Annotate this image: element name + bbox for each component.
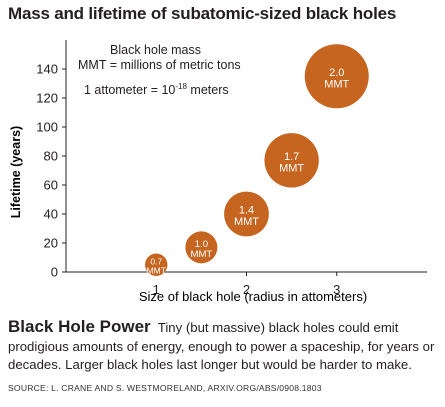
bubble-mass-unit: MMT <box>234 216 259 228</box>
y-tick-label: 100 <box>36 120 58 135</box>
y-tick-label: 60 <box>44 178 58 193</box>
bubble-mass-unit: MMT <box>190 249 212 260</box>
bubble-mass-value: 1.0 <box>195 239 208 250</box>
y-axis-label: Lifetime (years) <box>9 126 23 218</box>
source-credit: SOURCE: L. CRANE AND S. WESTMORELAND, AR… <box>8 383 322 393</box>
legend-attometer-definition: 1 attometer = 10-18 meters <box>84 82 229 97</box>
bubble-mass-value: 1.7 <box>284 151 299 163</box>
y-tick-label: 80 <box>44 149 58 164</box>
bubble-mass-value: 0.7 <box>150 256 162 266</box>
caption-body: Tiny (but massive) black holes could emi… <box>8 320 435 372</box>
y-tick-label: 0 <box>51 265 58 280</box>
chart-title: Mass and lifetime of subatomic-sized bla… <box>8 4 397 23</box>
y-tick-label: 120 <box>36 91 58 106</box>
bubble <box>264 133 319 188</box>
caption-heading: Black Hole Power <box>8 317 151 336</box>
x-tick-label: 1 <box>153 282 160 297</box>
bubble-mass-value: 1.4 <box>239 205 254 217</box>
y-tick-label: 20 <box>44 236 58 251</box>
x-axis-label: Size of black hole (radius in attometers… <box>139 289 367 304</box>
bubble-mass-unit: MMT <box>324 78 349 90</box>
caption: Black Hole Power Tiny (but massive) blac… <box>8 317 438 375</box>
x-tick-label: 3 <box>333 282 340 297</box>
bubble-mass-unit: MMT <box>147 265 166 275</box>
attometer-exponent: -18 <box>175 82 187 91</box>
y-tick-label: 140 <box>36 62 58 77</box>
bubble <box>224 191 269 237</box>
bubble-mass-unit: MMT <box>279 162 304 174</box>
bubble <box>145 253 168 276</box>
bubble <box>304 44 369 109</box>
legend-mass-title: Black hole mass <box>110 43 202 57</box>
attometer-suffix: meters <box>186 83 229 98</box>
x-tick-label: 2 <box>243 282 250 297</box>
legend-mmt-definition: MMT = millions of metric tons <box>78 58 241 72</box>
bubble <box>185 231 218 264</box>
attometer-prefix: 1 attometer = 10 <box>84 83 176 98</box>
y-tick-label: 40 <box>44 207 58 222</box>
bubble-mass-value: 2.0 <box>329 67 344 79</box>
chart-axes: 0 20 40 60 80 100 120 140 1 2 3 <box>36 40 427 297</box>
